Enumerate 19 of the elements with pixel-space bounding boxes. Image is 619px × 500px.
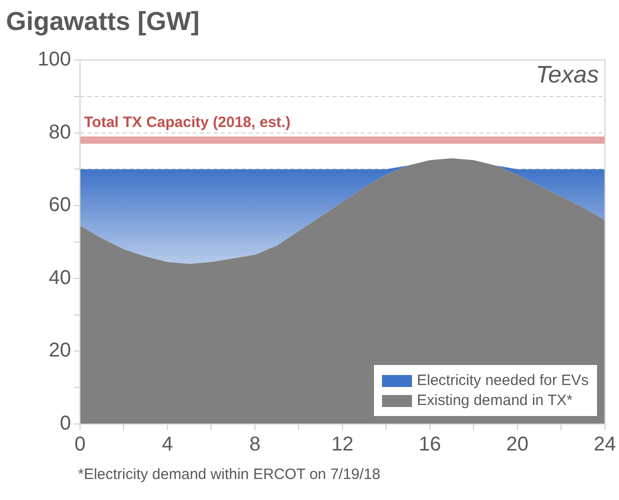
legend-label: Existing demand in TX* [416,392,573,409]
band-label: Total TX Capacity (2018, est.) [84,114,290,132]
text: *Electricity demand within ERCOT on 7/19/18 [78,466,380,483]
y-tick-label: 80 [48,121,71,144]
x-tick-label: 0 [74,434,86,456]
x-tick-label: 20 [506,434,529,456]
y-tick-label: 60 [48,194,71,216]
legend-label: Electricity needed for EVs [416,372,589,389]
x-tick-label: 12 [331,434,354,456]
x-tick-label: 8 [249,434,261,456]
x-tick-label: 24 [594,434,616,456]
x-tick-label: 16 [418,434,442,456]
y-tick-label: 20 [48,340,71,362]
annotation: Texas [536,62,599,89]
y-tick-label: 0 [60,412,71,435]
y-axis-title: Gigawatts [GW] [6,6,200,37]
y-tick-label: 100 [38,48,71,71]
y-tick-label: 40 [48,266,71,289]
x-tick-label: 4 [162,434,174,456]
